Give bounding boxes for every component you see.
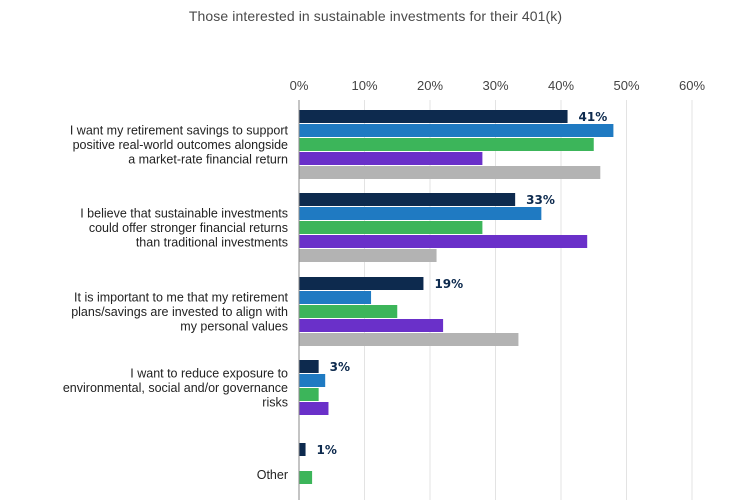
category-label-line: Other (257, 468, 288, 482)
bar (299, 110, 568, 123)
chart-title: Those interested in sustainable investme… (188, 8, 563, 24)
data-label: 33% (526, 193, 555, 207)
category-label: It is important to me that my retirement… (71, 291, 288, 334)
bar (299, 193, 516, 206)
category-label-line: my personal values (180, 320, 288, 334)
bar (299, 471, 313, 484)
x-tick-label: 50% (613, 78, 639, 93)
category-label: I want my retirement savings to support p… (70, 124, 289, 167)
bar (299, 443, 306, 456)
bar (299, 166, 601, 179)
bar (299, 360, 319, 373)
category-label: I believe that sustainable investments co… (80, 207, 288, 250)
bar (299, 152, 483, 165)
x-tick-label: 30% (482, 78, 508, 93)
category-label-line: I want to reduce exposure to (130, 367, 288, 381)
x-tick-label: 60% (679, 78, 705, 93)
category-label-line: positive real-world outcomes alongside (73, 138, 288, 152)
x-tick-label: 0% (290, 78, 309, 93)
category-label: Other (257, 468, 288, 482)
bar (299, 333, 519, 346)
category-label-line: than traditional investments (136, 236, 288, 250)
category-label-line: risks (262, 396, 288, 410)
bar (299, 249, 437, 262)
category-label-line: I want my retirement savings to support (70, 124, 289, 138)
category-label-line: environmental, social and/or governance (63, 381, 288, 395)
bar (299, 319, 444, 332)
x-tick-label: 40% (548, 78, 574, 93)
bar (299, 291, 372, 304)
category-label-line: plans/savings are invested to align with (71, 305, 288, 319)
category-label: I want to reduce exposure to environmenta… (63, 367, 288, 410)
bar (299, 124, 614, 137)
data-label: 3% (330, 360, 350, 374)
data-label: 41% (579, 110, 608, 124)
category-label-line: It is important to me that my retirement (74, 291, 288, 305)
bar (299, 374, 326, 387)
bar (299, 305, 398, 318)
x-tick-label: 10% (351, 78, 377, 93)
category-label-line: could offer stronger financial returns (89, 221, 288, 235)
category-label-line: a market-rate financial return (128, 153, 288, 167)
bar (299, 207, 542, 220)
bar (299, 402, 329, 415)
bar (299, 138, 594, 151)
bar (299, 235, 588, 248)
data-label: 19% (434, 277, 463, 291)
bar (299, 388, 319, 401)
x-tick-label: 20% (417, 78, 443, 93)
category-label-line: I believe that sustainable investments (80, 207, 288, 221)
bar (299, 221, 483, 234)
data-label: 1% (317, 443, 337, 457)
bar (299, 277, 424, 290)
